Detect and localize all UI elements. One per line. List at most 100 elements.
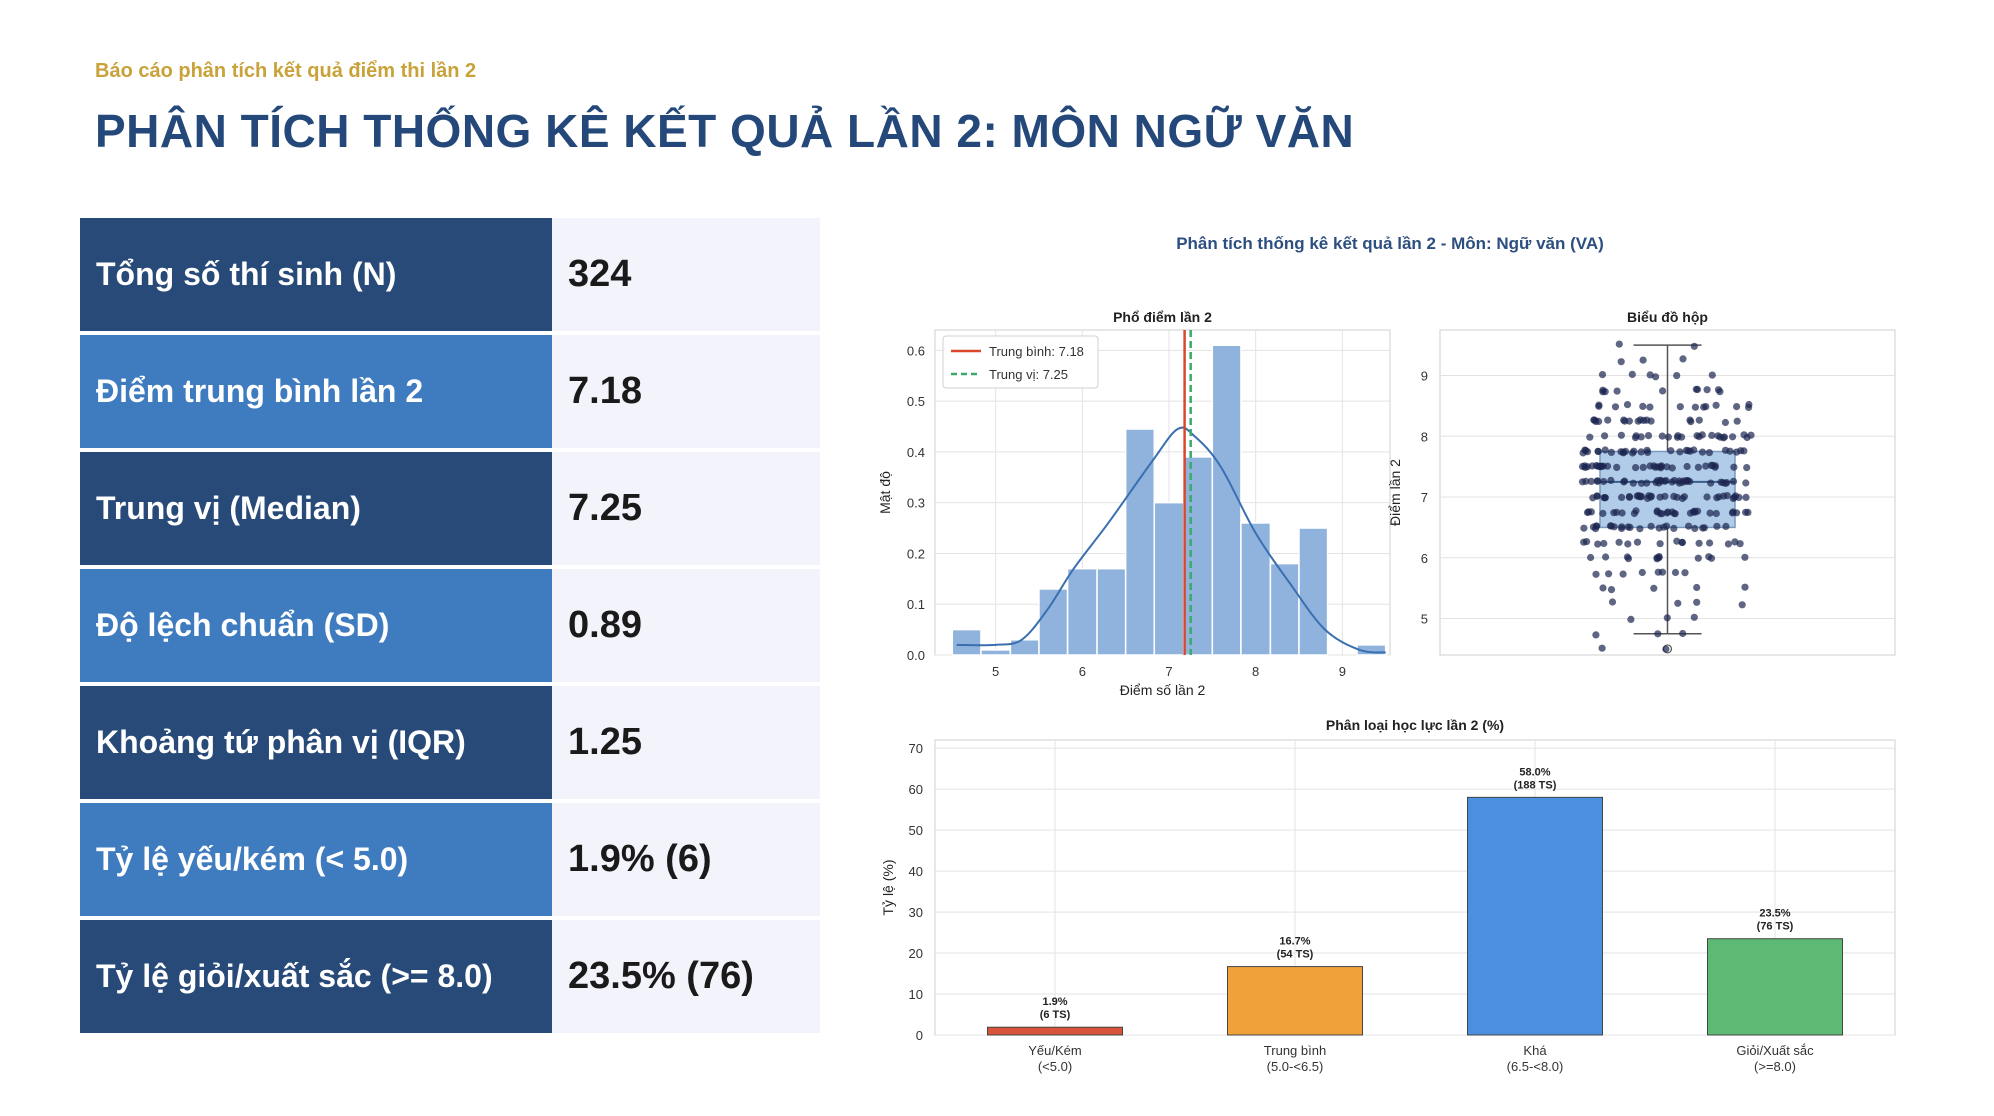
score-dot: [1740, 447, 1748, 455]
score-dot: [1694, 554, 1702, 562]
hist-bar: [1009, 639, 1040, 656]
score-dot: [1651, 463, 1659, 471]
score-dot: [1740, 431, 1748, 439]
bar-y-axis-label: Tỷ lệ (%): [880, 860, 896, 916]
score-dot: [1695, 416, 1703, 424]
score-dot: [1674, 599, 1682, 607]
score-dot: [1668, 464, 1676, 472]
hist-bar: [1211, 344, 1242, 656]
score-dot: [1708, 371, 1716, 379]
score-dot: [1630, 509, 1638, 518]
hist-y-tick-label: 0.1: [907, 597, 925, 612]
score-dot: [1742, 479, 1750, 487]
score-dot: [1594, 540, 1602, 548]
bar-y-tick-label: 70: [909, 741, 923, 756]
score-dot: [1601, 494, 1609, 502]
box-y-axis-label: Điểm lần 2: [1387, 459, 1403, 526]
score-dot: [1628, 370, 1636, 378]
stat-label: Độ lệch chuẩn (SD): [80, 569, 552, 682]
score-dot: [1643, 494, 1652, 502]
bar-y-tick-label: 40: [909, 864, 923, 879]
score-dot: [1637, 479, 1646, 487]
score-dot: [1690, 446, 1698, 454]
score-dot: [1598, 371, 1607, 379]
score-dot: [1686, 477, 1694, 486]
score-dot: [1613, 387, 1621, 395]
score-dot: [1615, 538, 1623, 546]
score-dot: [1643, 446, 1651, 454]
score-dot: [1713, 522, 1721, 530]
score-dot: [1658, 432, 1666, 440]
score-dot: [1678, 538, 1686, 547]
score-dot: [1702, 403, 1710, 411]
score-dot: [1619, 570, 1627, 578]
stat-row-mean: Điểm trung bình lần 2 7.18: [80, 335, 820, 448]
score-dot: [1693, 583, 1701, 592]
hist-y-tick-label: 0.3: [907, 496, 925, 511]
stat-label: Tỷ lệ yếu/kém (< 5.0): [80, 803, 552, 916]
score-dot: [1596, 462, 1604, 471]
score-dot: [1637, 448, 1645, 456]
score-dot: [1610, 509, 1618, 517]
score-dot: [1687, 418, 1695, 426]
hist-bar: [1096, 567, 1127, 656]
score-dot: [1713, 494, 1721, 502]
score-dot: [1587, 477, 1595, 485]
score-dot: [1624, 540, 1632, 548]
bar-value-label: 1.9%: [1042, 996, 1067, 1008]
score-dot: [1716, 388, 1724, 396]
score-dot: [1655, 554, 1663, 562]
score-dot: [1605, 570, 1613, 578]
score-dot: [1680, 477, 1688, 485]
score-dot: [1694, 507, 1702, 515]
score-dot: [1667, 447, 1675, 455]
box-y-tick-label: 9: [1421, 369, 1428, 384]
score-dot: [1592, 570, 1600, 578]
score-dot: [1745, 403, 1753, 411]
score-dot: [1728, 509, 1737, 517]
score-dot: [1747, 431, 1755, 439]
hist-x-tick-label: 9: [1339, 664, 1346, 679]
hist-bar: [1153, 501, 1185, 656]
score-dot: [1692, 385, 1700, 393]
score-dot: [1624, 555, 1633, 563]
stat-row-sd: Độ lệch chuẩn (SD) 0.89: [80, 569, 820, 682]
score-dot: [1599, 386, 1607, 394]
score-dot: [1643, 479, 1651, 487]
score-dot: [1690, 613, 1698, 621]
category-bar: [1707, 938, 1843, 1036]
score-dot: [1598, 644, 1606, 652]
score-dot: [1685, 522, 1693, 530]
bar-y-tick-label: 60: [909, 782, 923, 797]
score-dot: [1731, 538, 1739, 546]
score-dot: [1646, 403, 1654, 411]
score-dot: [1681, 569, 1689, 577]
score-dot: [1601, 446, 1609, 454]
stat-row-iqr: Khoảng tứ phân vị (IQR) 1.25: [80, 686, 820, 799]
score-dot: [1658, 568, 1667, 576]
hist-bar: [1038, 588, 1069, 656]
score-dot: [1625, 493, 1634, 501]
score-dot: [1709, 461, 1717, 469]
stat-value: 23.5% (76): [552, 920, 820, 1033]
score-dot: [1663, 463, 1671, 471]
score-dot: [1607, 476, 1615, 484]
score-dot: [1581, 463, 1589, 472]
bar-category-label: Yếu/Kém: [1028, 1043, 1081, 1058]
hist-bar: [1066, 567, 1098, 656]
score-dot: [1671, 510, 1679, 518]
stat-row-median: Trung vị (Median) 7.25: [80, 452, 820, 565]
score-dot: [1618, 493, 1626, 501]
legend-mean-label: Trung bình: 7.18: [989, 344, 1084, 359]
score-dot: [1650, 584, 1658, 592]
score-dot: [1654, 630, 1662, 638]
score-dot: [1671, 568, 1680, 577]
box-y-tick-label: 6: [1421, 551, 1428, 566]
score-dot: [1592, 631, 1600, 639]
stat-row-weak-rate: Tỷ lệ yếu/kém (< 5.0) 1.9% (6): [80, 803, 820, 916]
score-dot: [1604, 416, 1612, 424]
category-bar: [987, 1026, 1123, 1036]
score-dot: [1662, 645, 1670, 653]
score-dot: [1629, 449, 1637, 457]
bar-count-label: (54 TS): [1277, 949, 1314, 961]
